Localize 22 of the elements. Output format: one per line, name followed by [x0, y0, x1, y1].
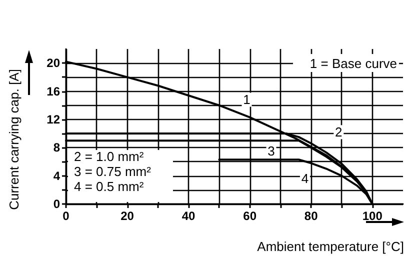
annotation: 1 = Base curve: [310, 56, 397, 71]
x-tick-label: 40: [182, 209, 196, 223]
annotation: 3: [268, 144, 275, 159]
annotation: 4 = 0.5 mm²: [74, 179, 144, 194]
x-tick-label: 20: [120, 209, 134, 223]
x-axis-title: Ambient temperature [°C]: [257, 239, 404, 254]
annotation: 4: [301, 171, 309, 186]
annotation: 1: [243, 92, 250, 108]
x-tick-label: 0: [62, 209, 70, 223]
annotation: 2: [335, 124, 342, 140]
y-tick-label: 20: [46, 56, 60, 70]
annotation: 2 = 1.0 mm²: [74, 149, 144, 164]
y-tick-label: 16: [46, 84, 60, 98]
x-tick-label: 60: [243, 209, 257, 223]
annotation: 3 = 0.75 mm²: [74, 164, 152, 179]
y-tick-label: 12: [46, 112, 60, 126]
x-tick-label: 100: [362, 209, 383, 223]
y-tick-label: 8: [53, 140, 60, 155]
y-tick-label: 4: [53, 168, 60, 183]
x-tick-label: 80: [304, 209, 318, 223]
y-tick-label: 0: [53, 197, 60, 211]
y-axis-title: Current carrying cap. [A]: [6, 69, 22, 210]
